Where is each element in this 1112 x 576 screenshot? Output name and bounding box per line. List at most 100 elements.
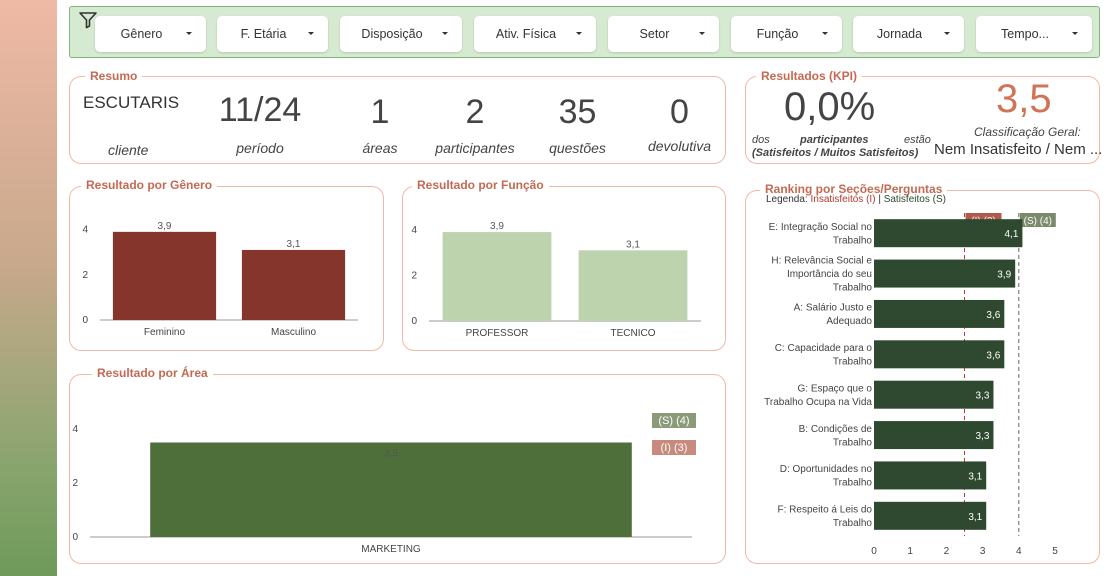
x-tick-label: 1 [907, 546, 913, 557]
data-label: 3,6 [986, 350, 1000, 361]
x-tick-label: 4 [1016, 546, 1022, 557]
y-tick-label: B: Condições de [799, 424, 873, 435]
data-label: 3,5 [384, 449, 398, 460]
y-tick-label: 4 [411, 225, 417, 236]
devolutiva-value: 0 [670, 93, 689, 131]
x-tick-label: MARKETING [361, 544, 421, 555]
slicer-label: Setor [639, 27, 670, 41]
areas-caption: áreas [362, 140, 398, 156]
slicer-tempo[interactable]: Tempo... [976, 16, 1092, 52]
slicer-ativ-fisica[interactable]: Ativ. Física [474, 16, 596, 52]
y-tick-label: H: Relevância Social e [771, 256, 872, 267]
genero-title: Resultado por Gênero [81, 178, 218, 192]
bar [150, 442, 632, 537]
slicer-funcao[interactable]: Função [731, 16, 842, 52]
slicer-jornada[interactable]: Jornada [853, 16, 964, 52]
y-tick-label: D: Oportunidades no [780, 464, 873, 475]
legend-insatisfeitos: Insatisfeitos (I) [810, 194, 876, 205]
chevron-down-icon [822, 32, 828, 35]
y-tick-label: 0 [72, 532, 78, 543]
reference-label: (S) (4) [1024, 216, 1052, 227]
slicer-disposicao[interactable]: Disposição [340, 16, 462, 52]
kpi-caption-sub: (Satisfeitos / Muitos Satisfeitos) [752, 147, 919, 159]
y-tick-label: 2 [411, 270, 417, 281]
cliente-value: ESCUTARIS [83, 93, 180, 112]
reference-label: (S) (4) [658, 415, 689, 427]
chevron-down-icon [699, 32, 705, 35]
x-tick-label: Masculino [271, 327, 316, 338]
x-tick-label: 3 [980, 546, 986, 557]
ranking-card: Ranking por Seções/Perguntas Legenda: In… [745, 182, 1100, 564]
kpi-class-value: Nem Insatisfeito / Nem ... [934, 141, 1103, 158]
y-tick-label: Trabalho [833, 478, 873, 489]
slicer-label: F. Etária [240, 27, 287, 41]
chevron-down-icon [944, 32, 950, 35]
questoes-value: 35 [558, 93, 597, 131]
kpi-card: Resultados (KPI) 0,0% dos participantes … [745, 69, 1102, 164]
reference-badge [1019, 213, 1056, 227]
bar [874, 380, 994, 409]
chevron-down-icon [1072, 32, 1078, 35]
filter-icon[interactable] [78, 11, 98, 29]
y-tick-label: Trabalho Ocupa na Vida [764, 397, 872, 408]
data-label: 3,1 [968, 471, 982, 482]
y-tick-label: F: Respeito á Leis do [778, 505, 873, 516]
legend-satisfeitos: Satisfeitos (S) [883, 194, 946, 205]
sidebar [0, 0, 57, 576]
funcao-title: Resultado por Função [412, 178, 549, 192]
filter-bar: Gênero F. Etária Disposição Ativ. Física… [69, 6, 1100, 58]
slicer-genero[interactable]: Gênero [95, 16, 206, 52]
slicer-label: Tempo... [1001, 27, 1049, 41]
participantes-value: 2 [465, 93, 485, 131]
kpi-title: Resultados (KPI) [756, 69, 863, 83]
data-label: 3,9 [490, 221, 504, 232]
y-tick-label: Adequado [826, 316, 872, 327]
bar [874, 461, 987, 490]
y-tick-label: 2 [82, 270, 88, 281]
data-label: 4,1 [1005, 229, 1019, 240]
y-tick-label: 4 [82, 225, 88, 236]
kpi-caption-participantes: participantes [800, 134, 869, 146]
kpi-score: 3,5 [996, 77, 1052, 121]
slicer-label: Disposição [361, 27, 423, 41]
data-label: 3,6 [986, 310, 1000, 321]
y-tick-label: Trabalho [833, 357, 873, 368]
y-tick-label: A: Salário Justo e [794, 303, 873, 314]
reference-badge [652, 413, 696, 428]
y-tick-label: Trabalho [833, 518, 873, 529]
x-tick-label: TECNICO [611, 328, 656, 339]
x-tick-label: 0 [871, 546, 877, 557]
kpi-caption-estao: estão [904, 134, 931, 146]
y-tick-label: 4 [72, 424, 78, 435]
chevron-down-icon [576, 32, 582, 35]
y-tick-label: G: Espaço que o [798, 383, 873, 394]
genero-chart: 0 2 4 3,9 Feminino 3,1 Masculino [82, 221, 358, 338]
slicer-faixa-etaria[interactable]: F. Etária [217, 16, 328, 52]
slicer-label: Ativ. Física [495, 27, 557, 41]
slicer-setor[interactable]: Setor [608, 16, 719, 52]
resumo-title: Resumo [85, 69, 143, 83]
bar [874, 501, 987, 530]
data-label: 3,3 [976, 431, 990, 442]
data-label: 3,9 [997, 270, 1011, 281]
kpi-percent: 0,0% [784, 85, 876, 129]
data-label: 3,1 [968, 512, 982, 523]
chevron-down-icon [186, 32, 192, 35]
cliente-caption: cliente [108, 142, 149, 158]
data-label: 3,9 [158, 221, 172, 232]
y-tick-label: 2 [72, 478, 78, 489]
bar [578, 250, 688, 321]
periodo-caption: período [236, 140, 284, 156]
questoes-caption: questões [549, 140, 606, 156]
areas-value: 1 [370, 93, 390, 131]
y-tick-label: 0 [411, 316, 417, 327]
slicer-label: Função [756, 27, 799, 41]
bar [874, 259, 1016, 288]
bar [112, 231, 217, 320]
bar [874, 421, 994, 450]
slicer-label: Gênero [120, 27, 163, 41]
area-chart: 0 2 4 3,5 MARKETING (S) (4) (I) (3) [72, 413, 696, 555]
funcao-card: Resultado por Função 0 2 4 3,9 PROFESSOR 3,1 T… [402, 178, 726, 351]
x-tick-label: 5 [1052, 546, 1058, 557]
chevron-down-icon [308, 32, 314, 35]
